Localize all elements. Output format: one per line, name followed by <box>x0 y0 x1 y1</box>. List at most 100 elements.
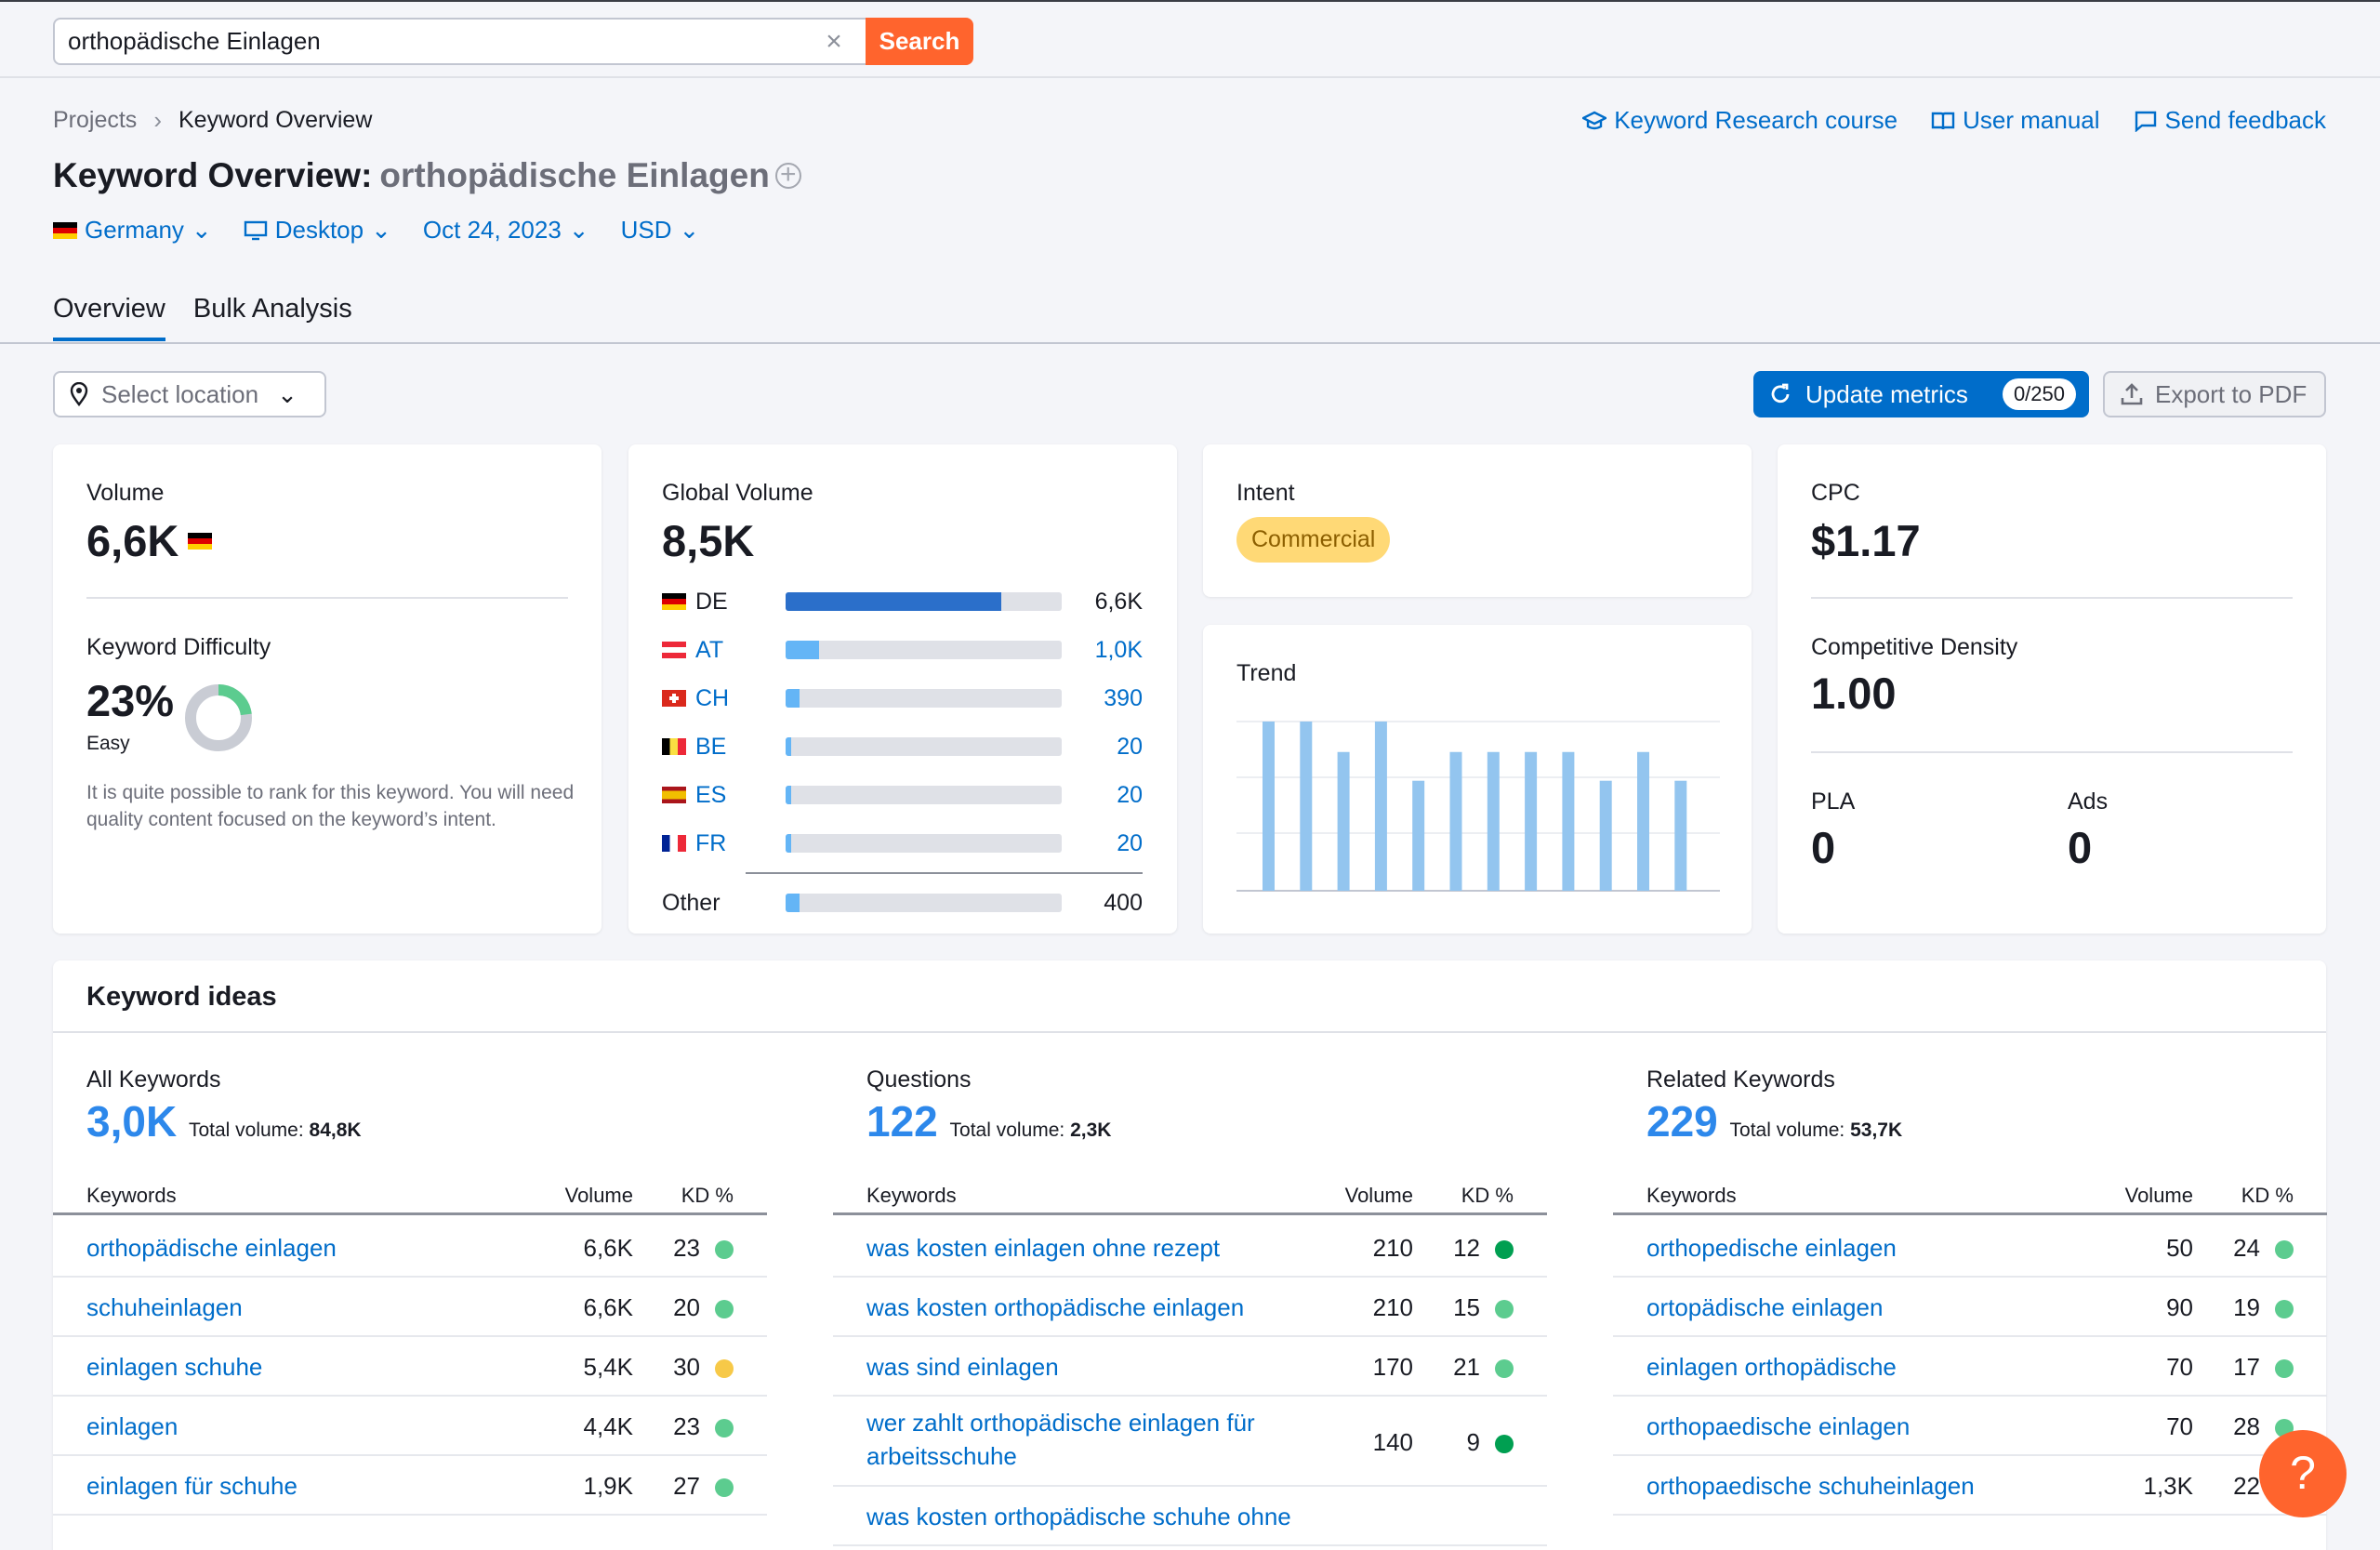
keyword-link[interactable]: schuheinlagen <box>86 1293 243 1321</box>
keyword-link[interactable]: einlagen orthopädische <box>1646 1353 1897 1381</box>
volume-value: 6,6K <box>86 516 179 565</box>
total-volume: Total volume: 53,7K <box>1730 1119 1903 1141</box>
volume-bar-fill <box>786 834 791 853</box>
keyword-kd: 19 <box>2233 1293 2260 1321</box>
keyword-volume: 90 <box>2166 1293 2193 1321</box>
keyword-link[interactable]: orthopedische einlagen <box>1646 1234 1897 1262</box>
export-pdf-button[interactable]: Export to PDF <box>2103 371 2326 417</box>
keyword-link[interactable]: was sind einlagen <box>866 1353 1059 1381</box>
location-select[interactable]: Select location ⌄ <box>53 371 326 417</box>
country-code[interactable]: ES <box>695 781 727 808</box>
keyword-link[interactable]: orthopaedische einlagen <box>1646 1412 1911 1440</box>
keyword-link[interactable]: orthopädische einlagen <box>86 1234 337 1262</box>
total-volume-value: 84,8K <box>309 1119 362 1141</box>
country-dropdown[interactable]: Germany ⌄ <box>53 216 212 245</box>
chevron-right-icon: › <box>153 106 162 134</box>
keyword-link[interactable]: was kosten einlagen ohne rezept <box>866 1234 1221 1262</box>
table-row: orthopedische einlagen 50 24 <box>1613 1218 2327 1278</box>
country-volume[interactable]: 390 <box>1104 684 1143 711</box>
country-code[interactable]: BE <box>695 733 727 760</box>
update-metrics-button[interactable]: Update metrics 0/250 <box>1753 371 2089 417</box>
keyword-volume: 50 <box>2166 1234 2193 1262</box>
keyword-kd: 22 <box>2233 1472 2260 1500</box>
country-code[interactable]: AT <box>695 636 724 663</box>
help-button[interactable]: ? <box>2259 1430 2347 1517</box>
keyword-research-course-link[interactable]: Keyword Research course <box>1582 106 1897 135</box>
keyword-link[interactable]: einlagen <box>86 1412 178 1440</box>
table-row: einlagen für schuhe 1,9K 27 <box>53 1456 767 1516</box>
date-dropdown[interactable]: Oct 24, 2023 ⌄ <box>423 216 589 245</box>
device-dropdown[interactable]: Desktop ⌄ <box>244 216 391 245</box>
pla-label: PLA <box>1811 788 1856 815</box>
keyword-ideas-card: Keyword ideas All Keywords 3,0K Total vol… <box>53 960 2327 1550</box>
keyword-volume: 1,9K <box>583 1472 634 1500</box>
tab-bulk-analysis[interactable]: Bulk Analysis <box>192 294 352 324</box>
add-keyword-icon[interactable]: + <box>774 161 801 189</box>
top-search-bar: × Search <box>0 0 2380 78</box>
keyword-link[interactable]: wer zahlt orthopädische einlagen für arb… <box>866 1409 1255 1470</box>
table-row: orthopaedische einlagen 70 28 <box>1613 1397 2327 1456</box>
book-icon <box>1931 112 1955 129</box>
search-button[interactable]: Search <box>866 18 973 65</box>
tab-overview[interactable]: Overview <box>53 294 165 341</box>
global-volume-row-es: ES 20 <box>662 776 1143 814</box>
kd-donut-chart <box>185 684 252 751</box>
other-row: Other 400 <box>662 884 1143 921</box>
trend-label: Trend <box>1236 660 1297 686</box>
tabs-divider <box>0 342 2380 344</box>
keyword-kd: 9 <box>1466 1428 1480 1456</box>
trend-bar <box>1674 780 1687 891</box>
ideas-column-count[interactable]: 122 <box>866 1097 938 1146</box>
kd-donut-fill <box>185 684 252 751</box>
table-header: Keywords Volume KD % <box>833 1171 1547 1215</box>
keyword-volume: 70 <box>2166 1353 2193 1381</box>
ideas-column-count[interactable]: 229 <box>1646 1097 1718 1146</box>
keyword-link[interactable]: orthopaedische schuheinlagen <box>1646 1472 1975 1500</box>
page-title-prefix: Keyword Overview: <box>53 156 373 194</box>
table-row: einlagen 4,4K 23 <box>53 1397 767 1456</box>
ideas-column-count[interactable]: 3,0K <box>86 1097 178 1146</box>
breadcrumb: Projects › Keyword Overview <box>53 106 372 135</box>
table-row: ortopädische einlagen 90 19 <box>1613 1278 2327 1337</box>
keyword-link[interactable]: einlagen schuhe <box>86 1353 263 1381</box>
intent-label: Intent <box>1236 480 1295 506</box>
germany-flag-icon <box>188 532 213 550</box>
user-manual-link[interactable]: User manual <box>1931 106 2100 135</box>
search-input[interactable] <box>68 20 802 63</box>
trend-bar <box>1525 751 1538 891</box>
table-row: wer zahlt orthopädische einlagen für arb… <box>833 1397 1547 1487</box>
country-volume[interactable]: 20 <box>1117 781 1143 808</box>
total-volume-value: 2,3K <box>1070 1119 1112 1141</box>
es-flag-icon <box>662 787 686 803</box>
table-row: was kosten orthopädische einlagen 210 15 <box>833 1278 1547 1337</box>
keyword-link[interactable]: ortopädische einlagen <box>1646 1293 1884 1321</box>
trend-bar <box>1449 751 1462 891</box>
country-volume[interactable]: 20 <box>1117 733 1143 760</box>
keyword-link[interactable]: was kosten orthopädische schuhe ohne <box>866 1503 1291 1530</box>
country-volume[interactable]: 1,0K <box>1094 636 1143 663</box>
ideas-column-count-row: 229 Total volume: 53,7K <box>1646 1096 1902 1146</box>
country-volume[interactable]: 20 <box>1117 829 1143 856</box>
send-feedback-link[interactable]: Send feedback <box>2134 106 2326 135</box>
trend-bar <box>1300 722 1313 891</box>
keyword-link[interactable]: was kosten orthopädische einlagen <box>866 1293 1245 1321</box>
volume-bar-fill <box>786 786 791 804</box>
breadcrumb-projects[interactable]: Projects <box>53 107 138 133</box>
table-row: orthopädische einlagen 6,6K 23 <box>53 1218 767 1278</box>
keyword-kd: 23 <box>673 1412 700 1440</box>
send-feedback-label: Send feedback <box>2164 106 2326 134</box>
keyword-kd: 24 <box>2233 1234 2260 1262</box>
divider <box>86 597 568 599</box>
country-code[interactable]: CH <box>695 684 730 711</box>
volume-bar <box>786 689 1062 708</box>
table-header: Keywords Volume KD % <box>53 1171 767 1215</box>
kd-indicator-dot <box>2275 1300 2294 1318</box>
keyword-link[interactable]: einlagen für schuhe <box>86 1472 298 1500</box>
volume-card: Volume 6,6K Keyword Difficulty 23% Easy … <box>53 444 602 934</box>
clear-search-icon[interactable]: × <box>826 26 842 57</box>
keyword-volume: 6,6K <box>583 1293 634 1321</box>
country-code[interactable]: FR <box>695 829 727 856</box>
keyword-volume: 70 <box>2166 1412 2193 1440</box>
table-row: was kosten einlagen ohne rezept 210 12 <box>833 1218 1547 1278</box>
currency-dropdown[interactable]: USD ⌄ <box>621 216 700 245</box>
